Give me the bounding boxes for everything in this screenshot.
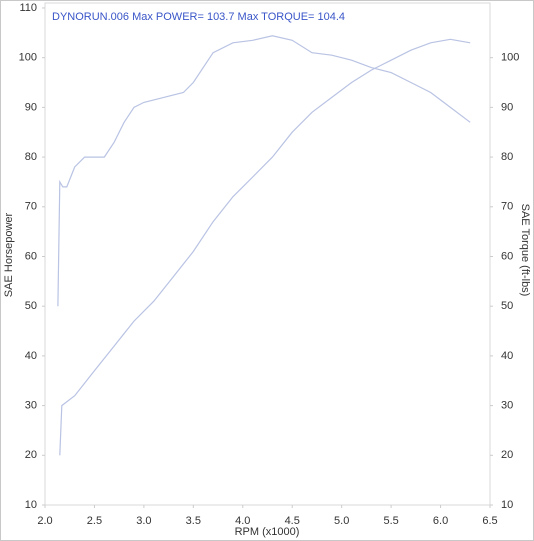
y-tick-label: 30	[25, 400, 37, 412]
y-tick-label: 80	[25, 151, 37, 163]
plot-area	[44, 2, 491, 506]
y2-axis-title: SAE Torque (ft-lbs)	[519, 204, 531, 297]
series-line	[57, 35, 471, 307]
x-tick-label: 3.5	[186, 515, 201, 527]
x-tick-label: 5.0	[334, 515, 349, 527]
x-tick-label: 2.5	[87, 515, 102, 527]
series-line	[59, 38, 471, 456]
y2-tick-label: 30	[501, 400, 513, 412]
x-tick-label: 3.0	[136, 515, 151, 527]
y-tick-label: 50	[25, 300, 37, 312]
y-tick-label: 110	[19, 2, 37, 14]
x-tick-label: 6.0	[433, 515, 448, 527]
y-tick-label: 40	[25, 350, 37, 362]
chart-title: DYNORUN.006 Max POWER= 103.7 Max TORQUE=…	[52, 11, 345, 23]
y2-tick-label: 40	[501, 350, 513, 362]
y-axis-title: SAE Horsepower	[3, 212, 15, 297]
y-tick-label: 70	[25, 201, 37, 213]
y2-tick-label: 20	[501, 449, 513, 461]
y-tick-label: 60	[25, 250, 37, 262]
x-tick-label: 6.5	[482, 515, 497, 527]
x-tick-label: 4.5	[285, 515, 300, 527]
x-tick-label: 4.0	[235, 515, 250, 527]
y2-tick-label: 60	[501, 250, 513, 262]
x-axis-title: RPM (x1000)	[235, 526, 300, 538]
y2-tick-label: 70	[501, 201, 513, 213]
y-tick-label: 100	[19, 52, 37, 64]
y2-tick-label: 10	[501, 499, 513, 511]
y-tick-label: 10	[25, 499, 37, 511]
y2-tick-label: 90	[501, 101, 513, 113]
y2-tick-label: 80	[501, 151, 513, 163]
y-tick-label: 90	[25, 101, 37, 113]
x-tick-label: 5.5	[383, 515, 398, 527]
y2-tick-label: 100	[501, 52, 519, 64]
y2-tick-label: 50	[501, 300, 513, 312]
x-tick-label: 2.0	[37, 515, 52, 527]
y-tick-label: 20	[25, 449, 37, 461]
